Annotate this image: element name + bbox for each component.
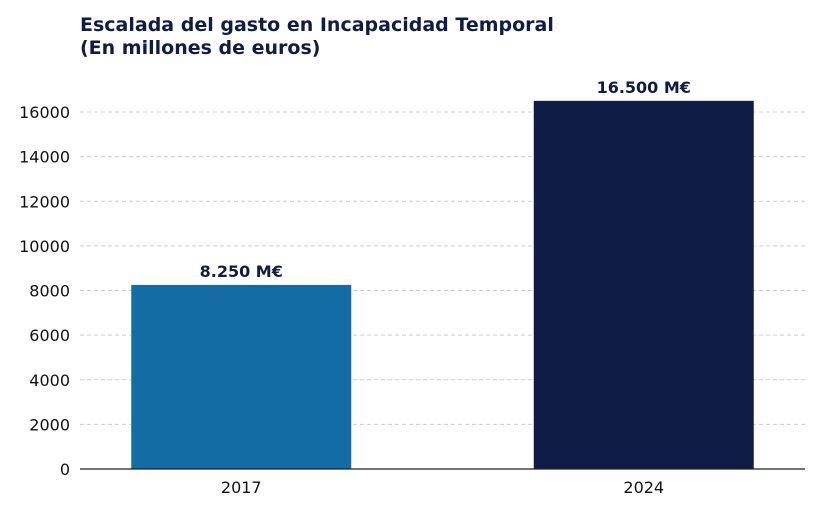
y-tick-label: 8000 (29, 282, 70, 301)
y-tick-label: 14000 (19, 148, 70, 167)
y-tick-label: 0 (60, 460, 70, 479)
x-tick-label: 2024 (623, 478, 664, 497)
bar-2017 (131, 284, 352, 469)
y-tick-label: 12000 (19, 192, 70, 211)
y-tick-label: 2000 (29, 415, 70, 434)
bar-2024 (533, 100, 754, 469)
data-label: 8.250 M€ (200, 262, 283, 281)
x-tick-label: 2017 (221, 478, 262, 497)
chart-subtitle: (En millones de euros) (80, 37, 320, 59)
y-tick-label: 10000 (19, 237, 70, 256)
data-label: 16.500 M€ (597, 78, 691, 97)
chart-title: Escalada del gasto en Incapacidad Tempor… (80, 14, 554, 36)
y-tick-label: 4000 (29, 371, 70, 390)
y-tick-label: 16000 (19, 103, 70, 122)
y-tick-label: 6000 (29, 326, 70, 345)
